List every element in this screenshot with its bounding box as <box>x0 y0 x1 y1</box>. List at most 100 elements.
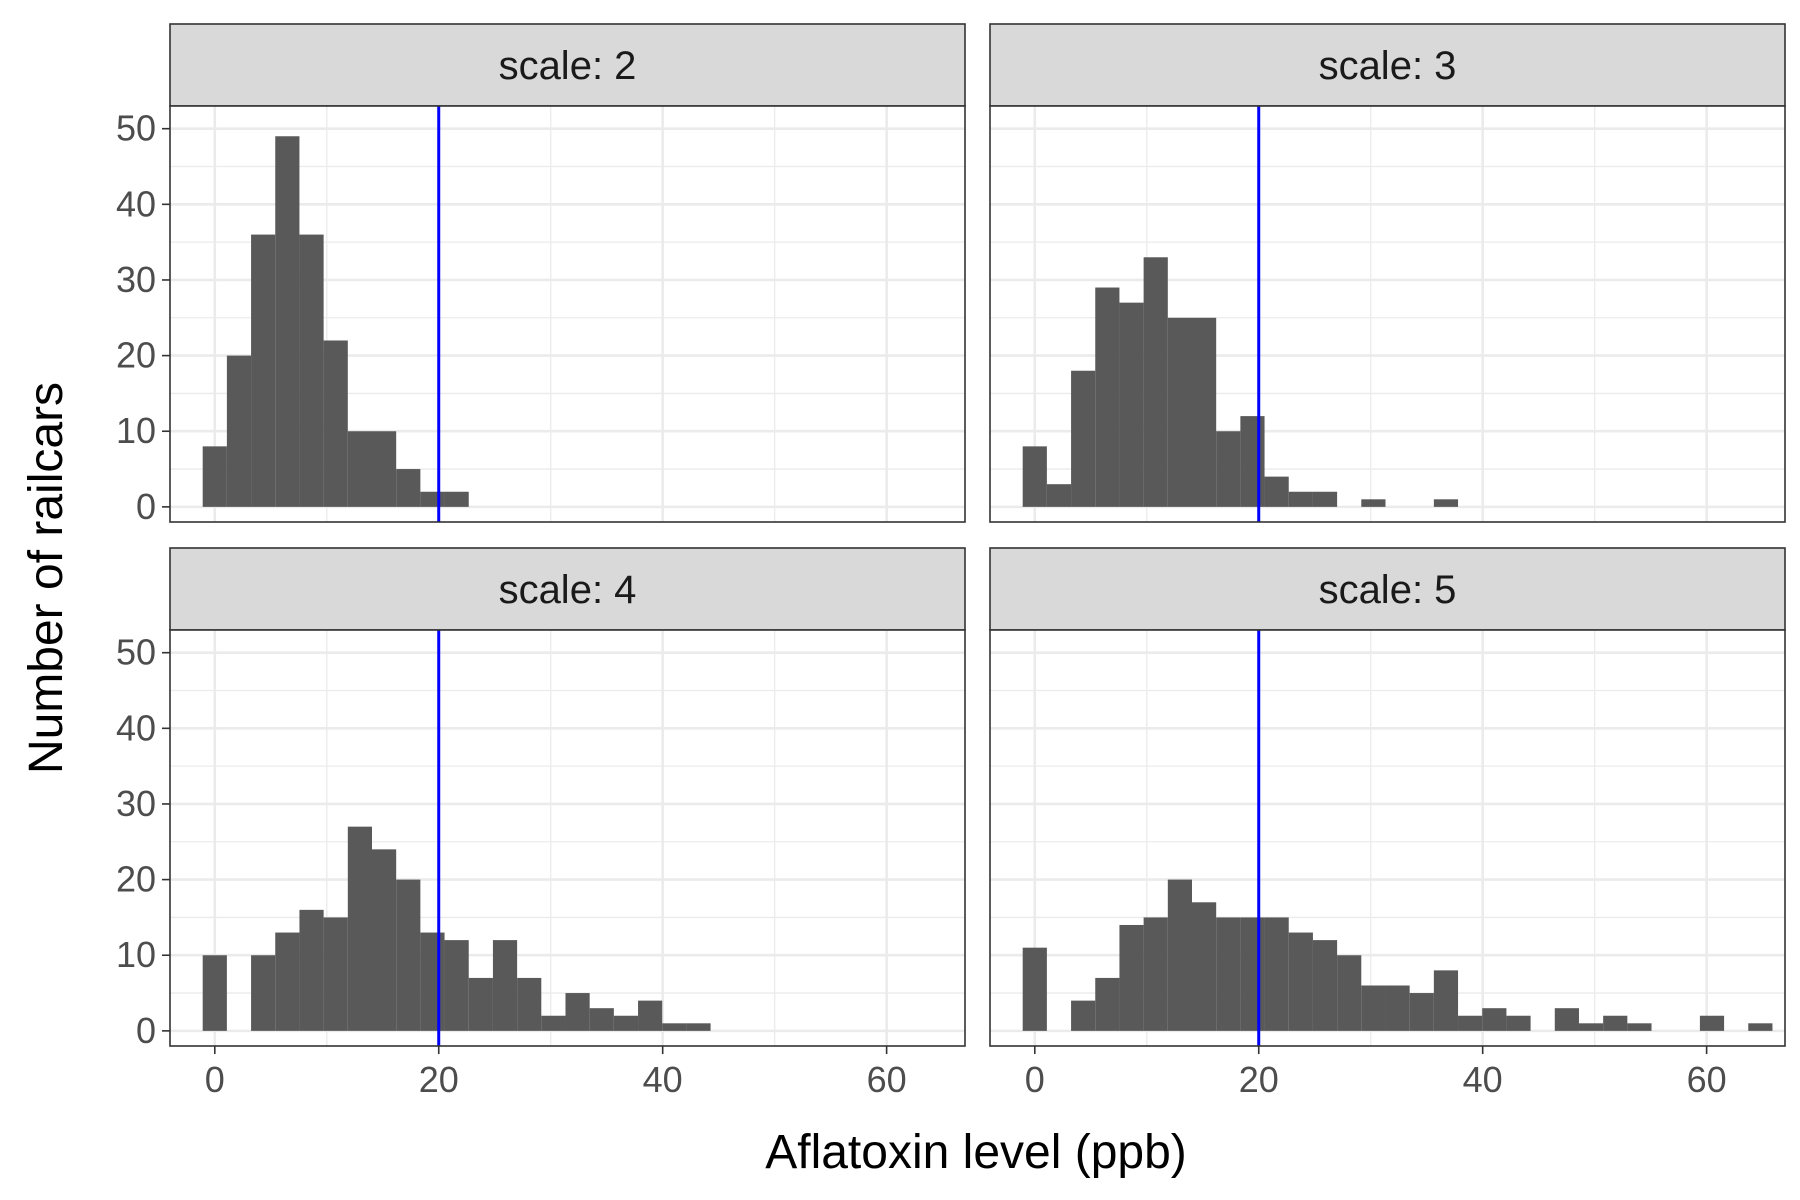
histogram-bar <box>299 909 324 1031</box>
histogram-bar <box>492 940 518 1031</box>
histogram-bar <box>1554 1008 1579 1031</box>
y-tick-label: 10 <box>116 410 156 451</box>
x-tick-label: 60 <box>867 1059 907 1100</box>
histogram-bar <box>1022 947 1047 1031</box>
facet-strip-label-4: scale: 5 <box>1319 568 1457 612</box>
histogram-bar <box>541 1015 566 1031</box>
histogram-bar <box>1046 484 1072 507</box>
x-tick-label: 20 <box>419 1059 459 1100</box>
histogram-bar <box>589 1008 614 1031</box>
histogram-bar <box>1603 1015 1628 1031</box>
histogram-bar <box>1167 317 1192 507</box>
histogram-bars-1 <box>202 136 469 507</box>
histogram-bar <box>1506 1015 1531 1031</box>
histogram-bar <box>1143 257 1168 507</box>
histogram-bar <box>251 234 276 507</box>
histogram-bar <box>202 446 227 507</box>
histogram-bar <box>1264 917 1289 1031</box>
panel-border-3 <box>169 629 966 1047</box>
y-tick-label: 20 <box>116 859 156 900</box>
facet-strip-1 <box>169 23 966 107</box>
histogram-bar <box>347 826 372 1031</box>
histogram-bar <box>1312 491 1338 507</box>
histogram-bar <box>420 491 445 507</box>
panel-border-1 <box>169 105 966 523</box>
facet-panel-4: scale: 5 0 20 40 60 <box>989 547 1786 1100</box>
histogram-bar <box>226 355 252 507</box>
histogram-bar <box>1240 416 1265 507</box>
y-tick-label: 50 <box>116 632 156 673</box>
x-tick-label: 0 <box>205 1059 225 1100</box>
x-tick-label: 40 <box>643 1059 683 1100</box>
histogram-bar <box>1191 902 1217 1031</box>
histogram-bar <box>1143 917 1168 1031</box>
y-tick-label: 50 <box>116 108 156 149</box>
histogram-bar <box>1119 924 1144 1031</box>
histogram-bar <box>1167 879 1192 1031</box>
facet-panel-2: scale: 3 <box>989 23 1786 523</box>
x-tick-label: 0 <box>1025 1059 1045 1100</box>
histogram-bar <box>347 431 372 507</box>
histogram-bar <box>565 993 590 1031</box>
histogram-bar <box>1458 1015 1483 1031</box>
histogram-bar <box>1071 370 1096 507</box>
histogram-bar <box>517 977 542 1031</box>
histogram-bar <box>686 1023 711 1031</box>
y-tick-label: 30 <box>116 783 156 824</box>
facet-panels: scale: 2 0 10 20 30 40 50 scale: 3 scale: 4 0 10 20… <box>116 23 1786 1100</box>
y-tick-label: 40 <box>116 183 156 224</box>
histogram-bar <box>1240 917 1265 1031</box>
histogram-bars-4 <box>1022 879 1773 1031</box>
histogram-bar <box>444 491 469 507</box>
facet-panel-1: scale: 2 0 10 20 30 40 50 <box>116 23 966 527</box>
x-axis-title: Aflatoxin level (ppb) <box>765 1126 1187 1179</box>
x-tick-label: 40 <box>1463 1059 1503 1100</box>
histogram-bar <box>1216 917 1241 1031</box>
histogram-bar <box>1191 317 1217 507</box>
histogram-bar <box>1095 977 1120 1031</box>
histogram-bar <box>323 340 348 507</box>
histogram-bar <box>1482 1008 1507 1031</box>
x-tick-label: 20 <box>1239 1059 1279 1100</box>
histogram-bar <box>444 940 469 1031</box>
y-tick-label: 0 <box>136 486 156 527</box>
histogram-bar <box>613 1015 639 1031</box>
histogram-bar <box>1699 1015 1725 1031</box>
x-tick-label: 60 <box>1687 1059 1727 1100</box>
facet-panel-3: scale: 4 0 10 20 30 40 50 0 20 40 60 <box>116 547 966 1100</box>
y-tick-label: 30 <box>116 259 156 300</box>
histogram-bar <box>1433 499 1459 507</box>
histogram-bar <box>396 879 421 1031</box>
histogram-bar <box>1337 955 1362 1031</box>
y-tick-label: 20 <box>116 335 156 376</box>
histogram-bars-3 <box>202 826 711 1031</box>
histogram-bar <box>1312 940 1338 1031</box>
histogram-bar <box>1095 287 1120 507</box>
histogram-bar <box>1433 970 1459 1031</box>
histogram-bar <box>1361 499 1386 507</box>
panel-border-4 <box>989 629 1786 1047</box>
histogram-bar <box>662 1023 687 1031</box>
histogram-bar <box>275 136 300 507</box>
histogram-bar <box>299 234 324 507</box>
panel-border-2 <box>989 105 1786 523</box>
histogram-bar <box>1578 1023 1604 1031</box>
histogram-bar <box>396 469 421 507</box>
histogram-bar <box>1409 993 1434 1031</box>
histogram-bar <box>1119 302 1144 507</box>
histogram-bar <box>1022 446 1047 507</box>
histogram-bar <box>202 955 227 1031</box>
y-axis-title: Number of railcars <box>20 382 73 774</box>
histogram-bar <box>468 977 493 1031</box>
histogram-bar <box>275 932 300 1031</box>
histogram-bar <box>1288 491 1313 507</box>
histogram-bar <box>1264 476 1289 507</box>
facet-strip-4 <box>989 547 1786 631</box>
histogram-bar <box>420 932 445 1031</box>
histogram-bar <box>638 1000 663 1031</box>
histogram-bar <box>371 849 397 1031</box>
histogram-bar <box>1288 932 1313 1031</box>
facet-strip-label-1: scale: 2 <box>499 44 637 88</box>
y-tick-label: 0 <box>136 1010 156 1051</box>
